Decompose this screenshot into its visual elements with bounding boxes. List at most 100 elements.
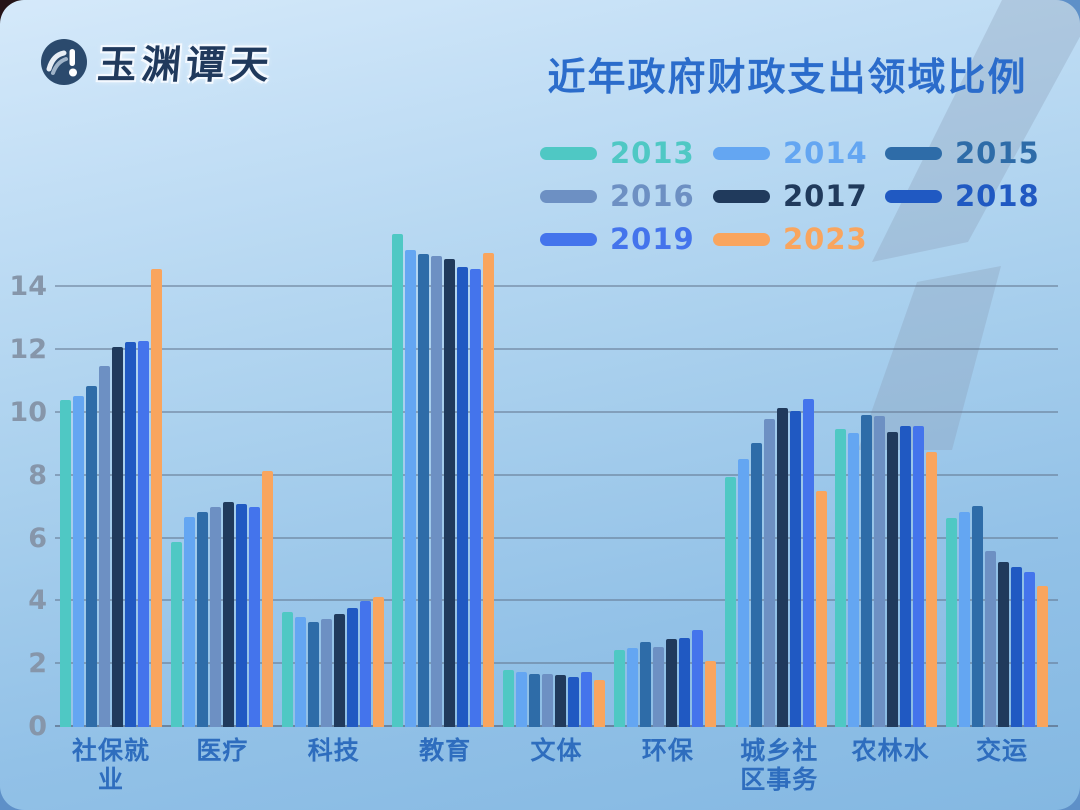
legend-swatch-2019 (540, 232, 597, 246)
y-tick-label-10: 10 (9, 397, 47, 428)
wave-logo-icon (41, 39, 87, 85)
legend-item-2018: 2018 (885, 179, 1045, 213)
bar-2017-交运 (998, 562, 1009, 727)
gridline-6 (55, 537, 1058, 539)
chart-title: 近年政府财政支出领域比例 (547, 55, 1028, 99)
bar-2013-城乡社区事务 (724, 477, 736, 727)
bar-2017-教育 (444, 259, 456, 727)
bar-2019-社保就业 (138, 341, 149, 727)
legend-item-2014: 2014 (713, 136, 885, 170)
bar-2014-文体 (516, 672, 527, 727)
bar-2019-教育 (470, 269, 482, 727)
bar-2014-医疗 (183, 517, 195, 727)
legend-item-2017: 2017 (713, 179, 885, 213)
bar-2023-交运 (1037, 586, 1048, 727)
bar-2018-社保就业 (125, 342, 136, 727)
y-tick-label-6: 6 (28, 523, 47, 554)
bar-group-城乡社区事务 (724, 399, 827, 727)
gridline-14 (55, 285, 1058, 287)
legend-label-2019: 2019 (610, 222, 695, 256)
y-tick-label-12: 12 (9, 334, 47, 365)
x-label-环保: 环保 (641, 736, 694, 765)
bar-2019-环保 (691, 630, 703, 727)
y-tick-label-0: 0 (28, 711, 47, 742)
bar-2015-文体 (529, 674, 540, 727)
bar-2018-科技 (346, 608, 358, 727)
legend-label-2017: 2017 (783, 179, 868, 213)
bar-2023-教育 (483, 253, 495, 727)
bar-2023-城乡社区事务 (815, 491, 827, 727)
bar-2017-社保就业 (112, 347, 123, 727)
legend-item-2016: 2016 (540, 179, 713, 213)
legend-item-2023: 2023 (713, 222, 885, 256)
bar-2015-农林水 (861, 415, 873, 727)
bar-2019-交运 (1024, 572, 1035, 727)
gridline-4 (55, 599, 1058, 601)
bar-2018-环保 (678, 638, 690, 727)
y-tick-label-4: 4 (28, 585, 47, 616)
bar-2013-环保 (613, 650, 625, 727)
x-label-社保就业: 社保就业 (71, 736, 150, 794)
y-tick-label-8: 8 (28, 460, 47, 491)
gridline-8 (55, 474, 1058, 476)
y-tick-label-14: 14 (9, 271, 47, 302)
bar-2015-环保 (639, 642, 651, 727)
legend-label-2023: 2023 (783, 222, 868, 256)
legend-label-2018: 2018 (955, 179, 1040, 213)
bar-2014-环保 (626, 648, 638, 727)
legend-label-2013: 2013 (610, 136, 695, 170)
y-tick-label-2: 2 (28, 648, 47, 679)
bar-2017-环保 (665, 639, 677, 727)
bar-2023-环保 (704, 661, 716, 727)
bar-groups (60, 215, 1048, 727)
bar-2015-医疗 (196, 512, 208, 727)
legend-swatch-2016 (540, 189, 597, 203)
bar-2013-农林水 (835, 429, 847, 727)
bar-2015-城乡社区事务 (750, 443, 762, 727)
bar-group-医疗 (170, 471, 273, 727)
bar-2016-医疗 (209, 507, 221, 727)
bar-2017-文体 (555, 675, 566, 727)
bar-2019-医疗 (248, 507, 260, 727)
bar-group-文体 (503, 670, 605, 727)
legend-item-2019: 2019 (540, 222, 713, 256)
bar-2014-社保就业 (73, 396, 84, 727)
bar-2014-科技 (294, 617, 306, 727)
bar-2013-科技 (281, 612, 293, 727)
bar-2015-交运 (972, 506, 983, 727)
legend-swatch-2015 (885, 146, 942, 160)
bar-2018-教育 (457, 267, 469, 727)
legend-item-2013: 2013 (540, 136, 713, 170)
bar-2015-教育 (418, 254, 430, 727)
bar-2013-医疗 (170, 542, 182, 727)
gridline-12 (55, 348, 1058, 350)
legend-swatch-2018 (885, 189, 942, 203)
gridline-10 (55, 411, 1058, 413)
bar-2013-文体 (503, 670, 514, 727)
bar-2019-科技 (359, 601, 371, 727)
brand-name: 玉渊谭天 (95, 43, 276, 88)
x-label-文体: 文体 (530, 736, 583, 765)
legend-label-2014: 2014 (783, 136, 868, 170)
x-label-科技: 科技 (307, 736, 360, 765)
x-label-交运: 交运 (975, 736, 1028, 765)
bar-2019-城乡社区事务 (802, 399, 814, 727)
legend-label-2015: 2015 (955, 136, 1040, 170)
bar-group-社保就业 (60, 269, 162, 727)
bar-2016-教育 (431, 256, 443, 727)
bar-2013-社保就业 (60, 400, 71, 727)
bar-2016-社保就业 (99, 366, 110, 727)
bar-2019-文体 (581, 672, 592, 727)
legend-swatch-2023 (713, 232, 770, 246)
bar-2023-文体 (594, 680, 605, 727)
bar-2015-科技 (307, 622, 319, 727)
bar-2017-农林水 (887, 432, 899, 727)
legend-swatch-2013 (540, 146, 597, 160)
bar-2023-医疗 (261, 471, 273, 727)
legend-item-2015: 2015 (885, 136, 1045, 170)
x-axis-labels: 社保就业 医疗 科技 教育 文体 环保 城乡社区事务 农林水 交运 (60, 736, 1053, 795)
bar-2016-交运 (985, 551, 996, 727)
x-label-城乡社区事务: 城乡社区事务 (740, 736, 819, 794)
legend-swatch-2017 (713, 189, 770, 203)
